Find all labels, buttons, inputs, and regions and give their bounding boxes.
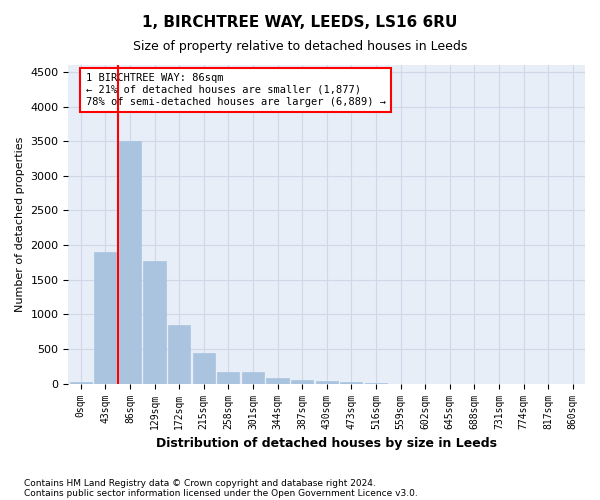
Bar bbox=[119, 141, 141, 384]
Bar bbox=[291, 380, 313, 384]
Bar bbox=[217, 372, 239, 384]
Bar bbox=[94, 252, 116, 384]
Bar bbox=[266, 378, 289, 384]
Bar bbox=[340, 382, 362, 384]
Bar bbox=[242, 372, 264, 384]
Text: Size of property relative to detached houses in Leeds: Size of property relative to detached ho… bbox=[133, 40, 467, 53]
Text: Contains HM Land Registry data © Crown copyright and database right 2024.: Contains HM Land Registry data © Crown c… bbox=[24, 478, 376, 488]
Bar bbox=[193, 353, 215, 384]
Text: Contains public sector information licensed under the Open Government Licence v3: Contains public sector information licen… bbox=[24, 488, 418, 498]
Text: 1 BIRCHTREE WAY: 86sqm
← 21% of detached houses are smaller (1,877)
78% of semi-: 1 BIRCHTREE WAY: 86sqm ← 21% of detached… bbox=[86, 74, 386, 106]
X-axis label: Distribution of detached houses by size in Leeds: Distribution of detached houses by size … bbox=[156, 437, 497, 450]
Bar bbox=[316, 380, 338, 384]
Bar bbox=[168, 326, 190, 384]
Bar bbox=[143, 260, 166, 384]
Bar bbox=[365, 382, 387, 384]
Text: 1, BIRCHTREE WAY, LEEDS, LS16 6RU: 1, BIRCHTREE WAY, LEEDS, LS16 6RU bbox=[142, 15, 458, 30]
Y-axis label: Number of detached properties: Number of detached properties bbox=[15, 136, 25, 312]
Bar bbox=[70, 382, 92, 384]
